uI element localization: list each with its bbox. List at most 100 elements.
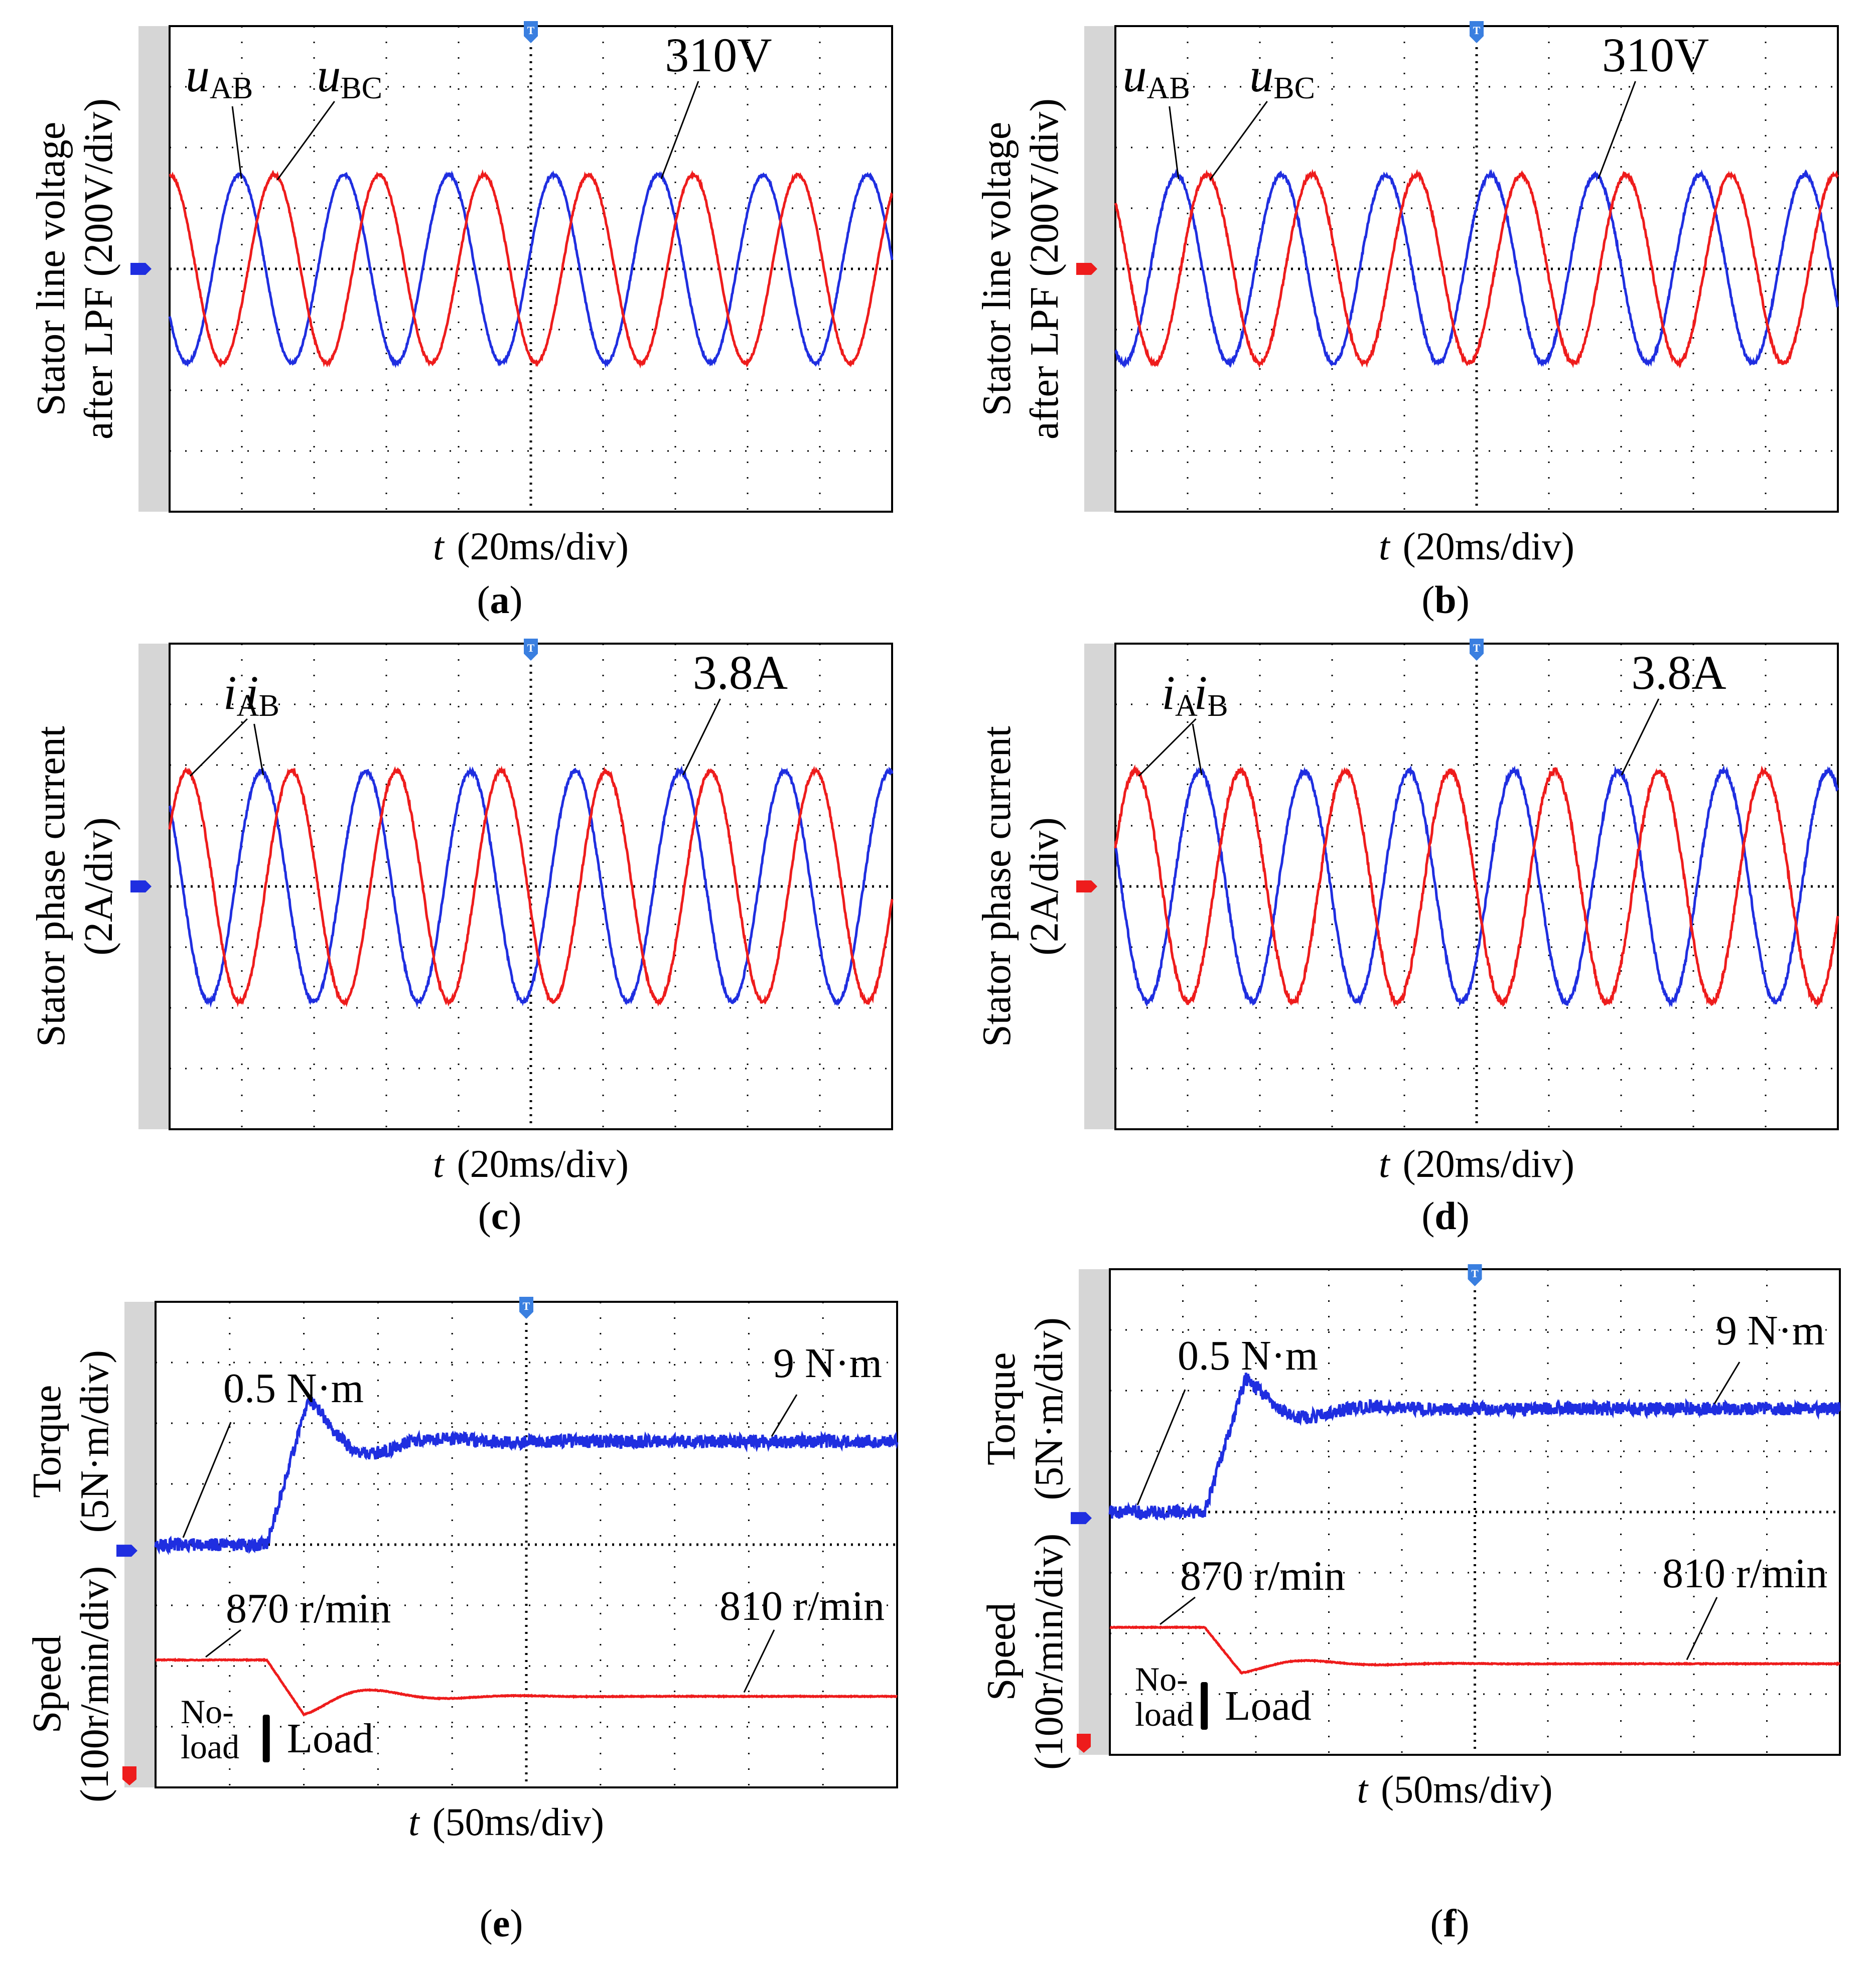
x-axis-unit: (50ms/div) <box>432 1800 604 1844</box>
series-iB-line <box>168 765 894 1007</box>
noload-label-line1: No- <box>1135 1660 1188 1698</box>
caption-letter: b <box>1434 578 1456 622</box>
peak-value-label: 3.8A <box>693 646 788 699</box>
load-label: Load <box>287 1715 374 1762</box>
subfigure-caption: (d) <box>1421 1194 1469 1238</box>
scope-side-strip <box>124 1302 156 1787</box>
subfigure-caption: (f) <box>1430 1901 1470 1945</box>
trigger-marker-icon <box>524 639 538 661</box>
trigger-marker-icon <box>1470 639 1484 661</box>
series-iB-line <box>1114 764 1839 1008</box>
label-leader <box>1136 1389 1186 1505</box>
speed-channel-marker-icon <box>122 1766 136 1785</box>
series-label-sub: B <box>258 689 279 723</box>
label-leader <box>1160 1596 1196 1625</box>
grid <box>170 26 892 512</box>
speed-final-label: 810 r/min <box>719 1583 885 1629</box>
speed-line <box>1109 1625 1841 1675</box>
speed-axis-label: Speed <box>979 1603 1024 1701</box>
peak-value-label: 310V <box>665 28 772 82</box>
torque-initial-label: 0.5 N·m <box>223 1365 364 1412</box>
label-leader <box>205 1629 241 1658</box>
x-axis-label: t (50ms/div) <box>1357 1767 1553 1811</box>
label-leader <box>1192 723 1203 776</box>
label-leader <box>276 101 335 181</box>
noload-label-line2: load <box>181 1728 239 1766</box>
y-axis-label: after LPF (200V/div) <box>77 98 121 439</box>
series-label-sub: AB <box>1147 71 1190 105</box>
label-leader <box>1138 718 1197 777</box>
trigger-marker-letter: T <box>527 642 535 654</box>
plot-frame <box>1109 1268 1841 1756</box>
torque-channel-marker-icon <box>1071 1512 1092 1525</box>
x-axis-label: t (50ms/div) <box>408 1800 604 1844</box>
x-axis-unit: (20ms/div) <box>1403 1142 1574 1185</box>
label-leader <box>1169 106 1180 179</box>
noload-label-line1: No- <box>181 1693 234 1731</box>
x-axis-var: t <box>1357 1767 1369 1811</box>
series-label-sub: A <box>1175 689 1198 723</box>
grid <box>156 1302 897 1787</box>
x-axis-label: t (20ms/div) <box>433 1142 629 1185</box>
series-iA-line <box>169 765 894 1008</box>
caption-letter: c <box>491 1194 509 1238</box>
grid <box>1115 644 1838 1129</box>
chart-e: T 0.5 N·m 9 N·m 870 r/min 810 r/min No-load Lo… <box>25 1297 899 1945</box>
channel-1-marker-icon <box>1076 263 1097 275</box>
series-label-sub: AB <box>210 71 253 105</box>
channel-1-marker-icon <box>130 263 152 275</box>
label-leader <box>682 698 721 776</box>
caption-letter: e <box>493 1901 510 1945</box>
subfigure-caption: (e) <box>480 1901 523 1945</box>
torque-final-label: 9 N·m <box>773 1340 882 1387</box>
y-axis-label: Stator phase current <box>29 726 73 1047</box>
x-axis-var: t <box>1379 524 1391 568</box>
series-uAB-line <box>1114 169 1839 369</box>
trigger-marker-letter: T <box>523 1300 530 1312</box>
label-leader <box>771 1394 798 1437</box>
grid <box>1110 1269 1840 1755</box>
trigger-marker-letter: T <box>1471 1267 1479 1280</box>
scope-side-strip <box>1079 1269 1110 1755</box>
x-axis-var: t <box>433 1142 445 1185</box>
trigger-marker-icon <box>524 21 538 43</box>
x-axis-unit: (20ms/div) <box>457 1142 629 1185</box>
speed-channel-marker-icon <box>1077 1734 1091 1753</box>
label-leader <box>743 1629 775 1693</box>
noload-label-line2: load <box>1135 1695 1194 1733</box>
label-leader <box>182 1422 232 1538</box>
label-leader <box>253 723 264 776</box>
plot-frame <box>1114 25 1839 513</box>
chart-f: T 0.5 N·m 9 N·m 870 r/min 810 r/min No-load Lo… <box>979 1264 1841 1945</box>
plot-frame <box>155 1301 898 1788</box>
trigger-marker-icon <box>519 1297 533 1319</box>
x-axis-var: t <box>433 524 445 568</box>
peak-value-label: 310V <box>1602 28 1709 82</box>
label-leader <box>1713 1362 1741 1405</box>
subfigure-caption: (a) <box>477 578 523 622</box>
subfigure-caption: (b) <box>1421 578 1469 622</box>
channel-1-marker-icon <box>130 880 152 892</box>
trigger-marker-letter: T <box>1473 24 1481 37</box>
series-uAB-line <box>168 170 894 368</box>
caption-letter: d <box>1434 1194 1456 1238</box>
y-axis-label: (2A/div) <box>1023 817 1067 956</box>
trigger-marker-letter: T <box>1473 642 1481 654</box>
speed-initial-label: 870 r/min <box>226 1585 391 1632</box>
x-axis-label: t (20ms/div) <box>433 524 629 568</box>
speed-initial-label: 870 r/min <box>1180 1553 1345 1599</box>
y-axis-label: (2A/div) <box>77 817 121 956</box>
speed-line <box>155 1657 898 1717</box>
series-iA-label: iA <box>223 666 259 723</box>
peak-value-label: 3.8A <box>1631 646 1726 699</box>
x-axis-label: t (20ms/div) <box>1379 524 1574 568</box>
torque-axis-unit: (5N·m/div) <box>1027 1317 1071 1500</box>
series-label-sub: A <box>237 689 259 723</box>
subfigure-caption: (c) <box>478 1194 522 1238</box>
label-leader <box>1686 1597 1718 1661</box>
label-leader <box>231 106 242 179</box>
trigger-marker-icon <box>1468 1264 1482 1286</box>
